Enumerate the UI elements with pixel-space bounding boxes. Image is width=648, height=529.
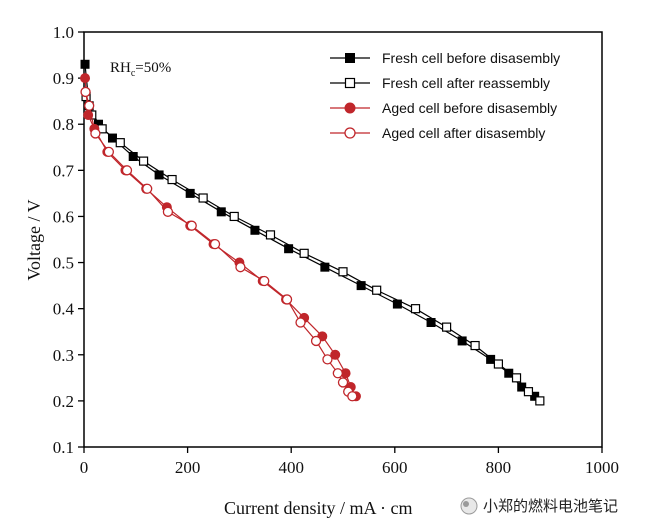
data-point [167, 174, 177, 185]
series-2 [81, 91, 545, 406]
data-point [250, 225, 260, 235]
data-point [523, 387, 534, 397]
watermark-logo-icon [460, 497, 478, 515]
data-point [80, 59, 90, 69]
watermark-text: 小郑的燃料电池笔记 [483, 497, 618, 515]
data-point [80, 73, 91, 84]
x-tick-label: 400 [278, 458, 304, 477]
legend-label: Aged cell after disasembly [382, 125, 545, 141]
data-point [186, 220, 197, 231]
data-point [338, 267, 348, 277]
data-point [310, 335, 322, 347]
data-point [198, 193, 208, 203]
data-point [457, 336, 467, 346]
legend-entry: Aged cell before disasembly [330, 100, 557, 116]
x-tick-label: 600 [382, 458, 408, 477]
data-point [337, 377, 349, 388]
data-point [330, 349, 341, 360]
data-point [410, 304, 421, 314]
legend-label: Aged cell before disasembly [382, 100, 557, 116]
legend-label: Fresh cell after reassembly [382, 75, 550, 91]
y-tick-label: 0.9 [53, 69, 74, 88]
y-axis-ticks: 0.1 0.2 0.3 0.4 0.5 0.6 0.7 0.8 0.9 1.0 [53, 23, 84, 457]
rh-annotation: RHc=50% [110, 60, 171, 79]
data-point [372, 285, 382, 295]
data-point [344, 102, 356, 114]
data-point [299, 248, 309, 258]
data-point [511, 373, 522, 383]
data-point [154, 170, 164, 180]
data-point [84, 100, 95, 111]
y-tick-label: 0.6 [53, 207, 74, 226]
data-point [344, 77, 356, 89]
y-tick-label: 0.7 [53, 161, 75, 180]
data-point [470, 340, 480, 351]
legend-label: Fresh cell before disasembly [382, 50, 560, 66]
data-point [209, 238, 221, 250]
y-tick-label: 0.5 [53, 254, 74, 273]
legend: Fresh cell before disasembly Fresh cell a… [330, 50, 560, 141]
x-axis-title: Current density / mA · cm [224, 498, 412, 518]
data-point [128, 152, 138, 161]
rh-annotation-value: =50% [135, 60, 171, 76]
data-point [142, 183, 153, 194]
data-point [281, 294, 293, 305]
data-point [138, 156, 149, 166]
series-layer [80, 59, 545, 406]
data-point [265, 230, 276, 240]
data-point [344, 127, 356, 139]
data-point [80, 86, 91, 98]
data-point [107, 133, 117, 143]
watermark-logo-icon-inner [463, 501, 469, 507]
data-point [103, 146, 115, 158]
data-point [345, 53, 355, 63]
series-4 [80, 86, 358, 402]
data-point [347, 391, 358, 402]
data-point [216, 207, 226, 217]
data-point [332, 368, 343, 379]
data-point [235, 262, 246, 273]
rh-annotation-main: RH [110, 60, 131, 76]
data-point [504, 368, 514, 378]
data-point [162, 206, 174, 217]
watermark: 小郑的燃料电池笔记 [460, 497, 618, 515]
legend-entry: Fresh cell before disasembly [330, 50, 560, 66]
x-axis-ticks: 0 200 400 600 800 1000 [80, 447, 619, 477]
data-point [121, 165, 133, 176]
data-point [322, 354, 333, 365]
x-tick-label: 800 [486, 458, 512, 477]
data-point [115, 138, 125, 148]
rh-annotation-subscript: c [131, 68, 136, 79]
data-point [442, 322, 452, 332]
x-tick-label: 0 [80, 458, 89, 477]
data-point [486, 354, 496, 364]
y-tick-label: 0.2 [53, 392, 74, 411]
legend-entry: Fresh cell after reassembly [330, 75, 550, 91]
data-point [90, 128, 101, 139]
data-point [295, 317, 306, 328]
x-tick-label: 200 [175, 458, 201, 477]
y-tick-label: 0.8 [53, 115, 74, 134]
y-tick-label: 0.4 [53, 300, 75, 319]
y-tick-label: 0.3 [53, 346, 74, 365]
y-tick-label: 0.1 [53, 438, 74, 457]
data-point [259, 275, 270, 287]
y-tick-label: 1.0 [53, 23, 74, 42]
x-tick-label: 1000 [585, 458, 619, 477]
data-point [535, 396, 545, 406]
data-point [229, 211, 239, 222]
legend-entry: Aged cell after disasembly [330, 125, 545, 141]
y-axis-title: Voltage / V [24, 199, 44, 280]
data-point [493, 359, 503, 369]
